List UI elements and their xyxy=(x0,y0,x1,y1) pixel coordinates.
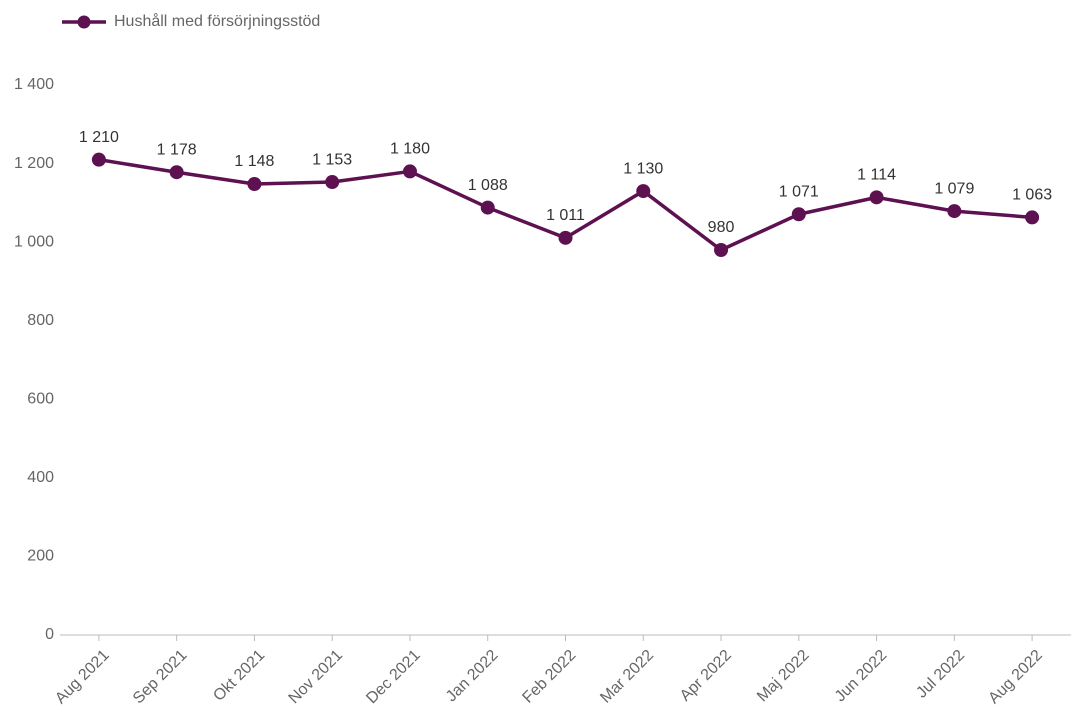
x-tick-label: Sep 2021 xyxy=(130,647,191,707)
data-label: 1 153 xyxy=(312,151,352,168)
legend-marker xyxy=(77,15,91,29)
data-label: 1 114 xyxy=(857,167,896,184)
x-tick-label: Feb 2022 xyxy=(519,647,579,707)
point xyxy=(325,175,340,190)
point xyxy=(1025,210,1040,225)
data-label: 1 130 xyxy=(623,160,663,177)
data-label: 1 210 xyxy=(79,129,119,146)
y-tick-label: 200 xyxy=(27,548,54,565)
point xyxy=(402,164,417,179)
point xyxy=(869,190,884,205)
y-tick-label: 1 200 xyxy=(14,155,54,172)
x-tick-label: Apr 2022 xyxy=(677,647,735,705)
x-tick-label: Aug 2021 xyxy=(52,647,113,707)
data-label: 1 180 xyxy=(390,141,430,158)
data-label: 1 088 xyxy=(468,177,508,194)
x-tick-label: Jan 2022 xyxy=(443,647,502,706)
data-label: 980 xyxy=(708,219,735,236)
y-tick-label: 0 xyxy=(45,626,54,643)
data-label: 1 011 xyxy=(546,207,585,224)
point xyxy=(791,207,806,222)
point xyxy=(91,152,106,167)
x-tick-label: Jul 2022 xyxy=(913,647,968,702)
data-label: 1 063 xyxy=(1012,187,1052,204)
point xyxy=(169,165,184,180)
data-label: 1 148 xyxy=(234,153,274,170)
x-tick-label: Okt 2021 xyxy=(210,647,268,705)
x-tick-label: Jun 2022 xyxy=(832,647,891,706)
x-tick-label: Mar 2022 xyxy=(597,647,657,707)
point xyxy=(714,243,729,257)
x-tick-label: Dec 2021 xyxy=(363,647,424,707)
y-tick-label: 800 xyxy=(27,312,54,329)
point xyxy=(247,177,262,191)
x-tick-label: Maj 2022 xyxy=(754,647,813,706)
y-tick-label: 1 000 xyxy=(14,233,54,250)
x-tick-label: Nov 2021 xyxy=(286,647,347,707)
data-label: 1 079 xyxy=(934,180,974,197)
point xyxy=(480,200,495,215)
point xyxy=(636,184,651,199)
data-label: 1 178 xyxy=(157,141,197,158)
legend-label: Hushåll med försörjningsstöd xyxy=(114,12,320,30)
y-tick-label: 400 xyxy=(27,469,54,486)
x-tick-label: Aug 2022 xyxy=(985,647,1046,707)
point xyxy=(558,230,573,245)
y-tick-label: 1 400 xyxy=(14,76,54,93)
point xyxy=(947,204,962,219)
data-label: 1 071 xyxy=(779,183,819,200)
y-tick-label: 600 xyxy=(27,391,54,408)
